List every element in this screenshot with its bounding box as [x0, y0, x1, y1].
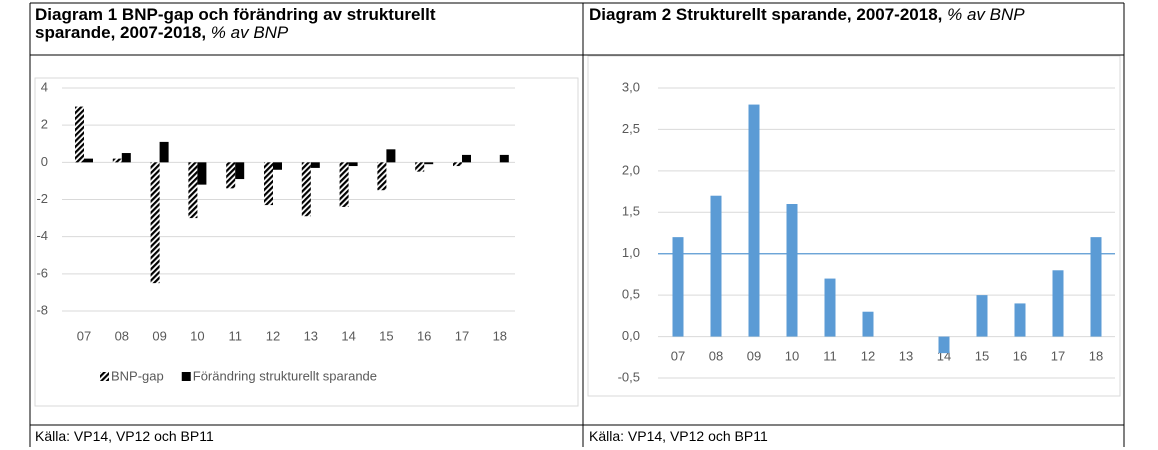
- y-tick-label: -6: [36, 265, 48, 280]
- bar: [824, 278, 836, 337]
- bar: [159, 141, 169, 163]
- x-tick-label: 09: [152, 328, 166, 343]
- y-tick-label: 1,5: [622, 204, 640, 219]
- bar: [1052, 270, 1064, 337]
- chart-title: Diagram 1 BNP-gap och förändring av stru…: [35, 5, 436, 42]
- bar: [386, 149, 396, 163]
- bar: [226, 162, 236, 189]
- bar: [499, 154, 509, 163]
- bar: [710, 195, 722, 337]
- x-tick-label: 13: [899, 348, 913, 363]
- bar: [75, 106, 84, 163]
- y-tick-label: 2,5: [622, 121, 640, 136]
- bar: [415, 162, 425, 172]
- bar: [84, 158, 93, 163]
- bar: [150, 162, 160, 284]
- x-tick-label: 15: [379, 328, 393, 343]
- bar: [453, 162, 462, 167]
- x-tick-label: 15: [975, 348, 989, 363]
- x-tick-label: 07: [77, 328, 91, 343]
- x-tick-label: 10: [190, 328, 204, 343]
- chart-subtitle: % av BNP: [210, 23, 289, 42]
- bar: [748, 104, 760, 337]
- bar: [301, 162, 311, 217]
- bar: [264, 162, 273, 206]
- source: Källa: VP14, VP12 och BP11: [35, 428, 214, 444]
- y-tick-label: 2,0: [622, 162, 640, 177]
- y-tick-label: -0,5: [618, 369, 640, 384]
- bar: [273, 162, 282, 170]
- x-tick-label: 10: [785, 348, 799, 363]
- bar: [348, 162, 358, 167]
- x-tick-label: 08: [115, 328, 129, 343]
- bar: [339, 162, 349, 207]
- chart-subtitle: % av BNP: [947, 5, 1025, 24]
- y-tick-label: -2: [36, 191, 48, 206]
- y-tick-label: 1,0: [622, 245, 640, 260]
- bar: [310, 162, 320, 168]
- y-tick-label: -4: [36, 228, 48, 243]
- bar: [112, 158, 122, 163]
- legend-swatch: [181, 372, 191, 381]
- x-tick-label: 14: [341, 328, 355, 343]
- x-tick-label: 17: [1051, 348, 1065, 363]
- x-tick-label: 18: [1089, 348, 1103, 363]
- bar: [786, 204, 798, 337]
- x-tick-label: 08: [709, 348, 723, 363]
- bar: [424, 162, 434, 165]
- legend-label: Förändring strukturellt sparande: [193, 368, 377, 383]
- table-borders: [29, 2, 1125, 447]
- bar: [235, 162, 245, 180]
- bar: [976, 295, 988, 337]
- legend-swatch: [100, 372, 109, 381]
- bar: [672, 237, 684, 337]
- y-tick-label: 0,5: [622, 287, 640, 302]
- y-tick-label: 2: [41, 117, 48, 132]
- legend-label: BNP-gap: [111, 368, 164, 383]
- y-tick-label: 0: [41, 154, 48, 169]
- bar: [862, 311, 874, 337]
- x-tick-label: 07: [671, 348, 685, 363]
- chart-title: Diagram 2 Strukturellt sparande, 2007-20…: [589, 5, 943, 24]
- x-tick-label: 16: [417, 328, 431, 343]
- x-tick-label: 16: [1013, 348, 1027, 363]
- header-cell: Diagram 2 Strukturellt sparande, 2007-20…: [589, 6, 1069, 24]
- x-tick-label: 17: [455, 328, 469, 343]
- y-tick-label: 0,0: [622, 328, 640, 343]
- x-tick-label: 12: [266, 328, 280, 343]
- x-tick-label: 12: [861, 348, 875, 363]
- bar: [377, 162, 387, 191]
- chart-frame: [587, 55, 1121, 397]
- y-tick-label: 4: [41, 79, 48, 94]
- bar: [1014, 303, 1026, 337]
- x-tick-label: 18: [493, 328, 507, 343]
- bar: [462, 154, 471, 163]
- bar: [1090, 237, 1102, 337]
- y-tick-label: -8: [36, 302, 48, 317]
- x-tick-label: 11: [823, 348, 837, 363]
- x-tick-label: 09: [747, 348, 761, 363]
- bar: [938, 336, 950, 354]
- bar: [188, 162, 198, 219]
- bar: [121, 153, 131, 163]
- x-tick-label: 11: [228, 328, 242, 343]
- source: Källa: VP14, VP12 och BP11: [589, 428, 768, 444]
- y-tick-label: 3,0: [622, 79, 640, 94]
- bar: [197, 162, 207, 185]
- x-tick-label: 13: [304, 328, 318, 343]
- header-cell: Diagram 1 BNP-gap och förändring av stru…: [35, 6, 495, 42]
- chart-frame: [34, 77, 579, 407]
